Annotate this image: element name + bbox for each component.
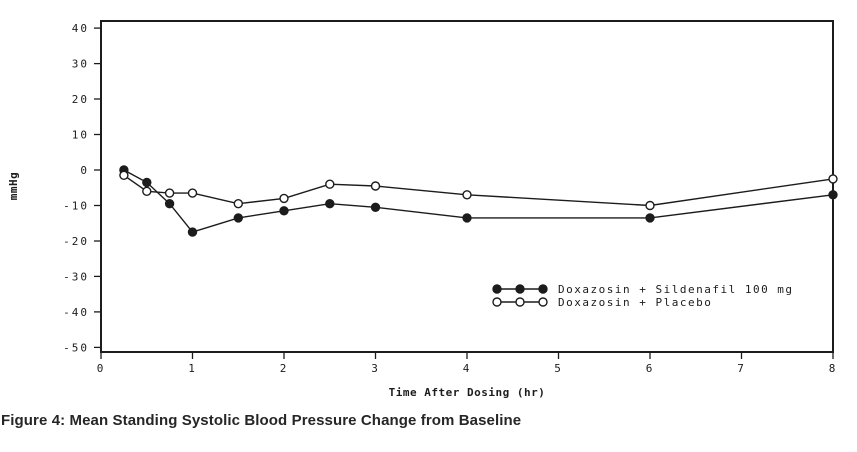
series-line [123, 169, 834, 233]
legend-marker-open-circle [538, 297, 548, 307]
chart-plot-area: 40 30 20 10 0 -10 -20 -30 -40 -50 0 1 2 3 4 5 6 7 8 Doxazos… [63, 20, 838, 375]
data-point [645, 213, 655, 223]
data-point [187, 227, 198, 237]
data-point [325, 179, 335, 189]
y-axis-tick-label: 0 [80, 164, 89, 177]
y-axis-tick-label: -20 [63, 235, 89, 248]
bp-line-chart: 40 30 20 10 0 -10 -20 -30 -40 -50 0 1 2 3 4 5 6 7 8 Doxazos… [7, 20, 838, 399]
y-axis-tick-label: -50 [63, 341, 89, 354]
data-point [233, 198, 244, 209]
x-axis-tick-label: 3 [371, 362, 380, 375]
series-line [123, 174, 834, 207]
data-point [164, 198, 175, 209]
legend-marker-filled-circle [538, 284, 548, 294]
legend-marker-open-circle [492, 297, 502, 307]
data-point [279, 193, 289, 204]
data-point [645, 200, 655, 211]
data-point [279, 206, 289, 216]
y-axis-tick-label: 40 [72, 22, 89, 35]
data-point [828, 174, 838, 184]
y-axis-tick-label: 10 [72, 129, 89, 142]
x-axis-tick-label: 5 [554, 362, 563, 375]
x-axis-tick-label: 7 [737, 362, 746, 375]
data-point [462, 190, 472, 200]
legend-marker-filled-circle [515, 284, 525, 294]
data-point [370, 202, 381, 213]
x-axis-tick-label: 6 [646, 362, 655, 375]
x-axis-tick-label: 2 [280, 362, 289, 375]
x-axis-tick-label: 8 [829, 362, 838, 375]
plot-frame [100, 20, 834, 353]
data-point [142, 177, 152, 188]
y-axis-tick-label: -10 [63, 200, 89, 213]
legend-label: Doxazosin + Sildenafil 100 mg [558, 283, 794, 296]
legend-marker-filled-circle [492, 284, 502, 294]
y-axis-tick-label: -30 [63, 270, 89, 283]
data-point [119, 170, 129, 181]
data-point [462, 213, 472, 223]
data-point [164, 188, 175, 198]
y-axis-label: mmHg [7, 172, 20, 201]
y-axis-tick-label: -40 [63, 306, 89, 319]
data-point [325, 198, 335, 209]
x-axis-tick-label: 4 [463, 362, 472, 375]
y-axis-tick-label: 30 [72, 58, 89, 71]
data-point [828, 190, 838, 200]
x-axis-label: Time After Dosing (hr) [389, 386, 546, 399]
legend-marker-open-circle [515, 297, 525, 307]
legend-label: Doxazosin + Placebo [558, 296, 712, 309]
y-axis-tick-label: 20 [72, 93, 89, 106]
data-point [142, 186, 152, 197]
figure-caption: Figure 4: Mean Standing Systolic Blood P… [1, 412, 522, 429]
data-point [370, 181, 381, 191]
x-axis-tick-label: 0 [97, 362, 106, 375]
data-point [233, 213, 244, 223]
data-point [187, 188, 198, 198]
x-axis-tick-label: 1 [188, 362, 197, 375]
